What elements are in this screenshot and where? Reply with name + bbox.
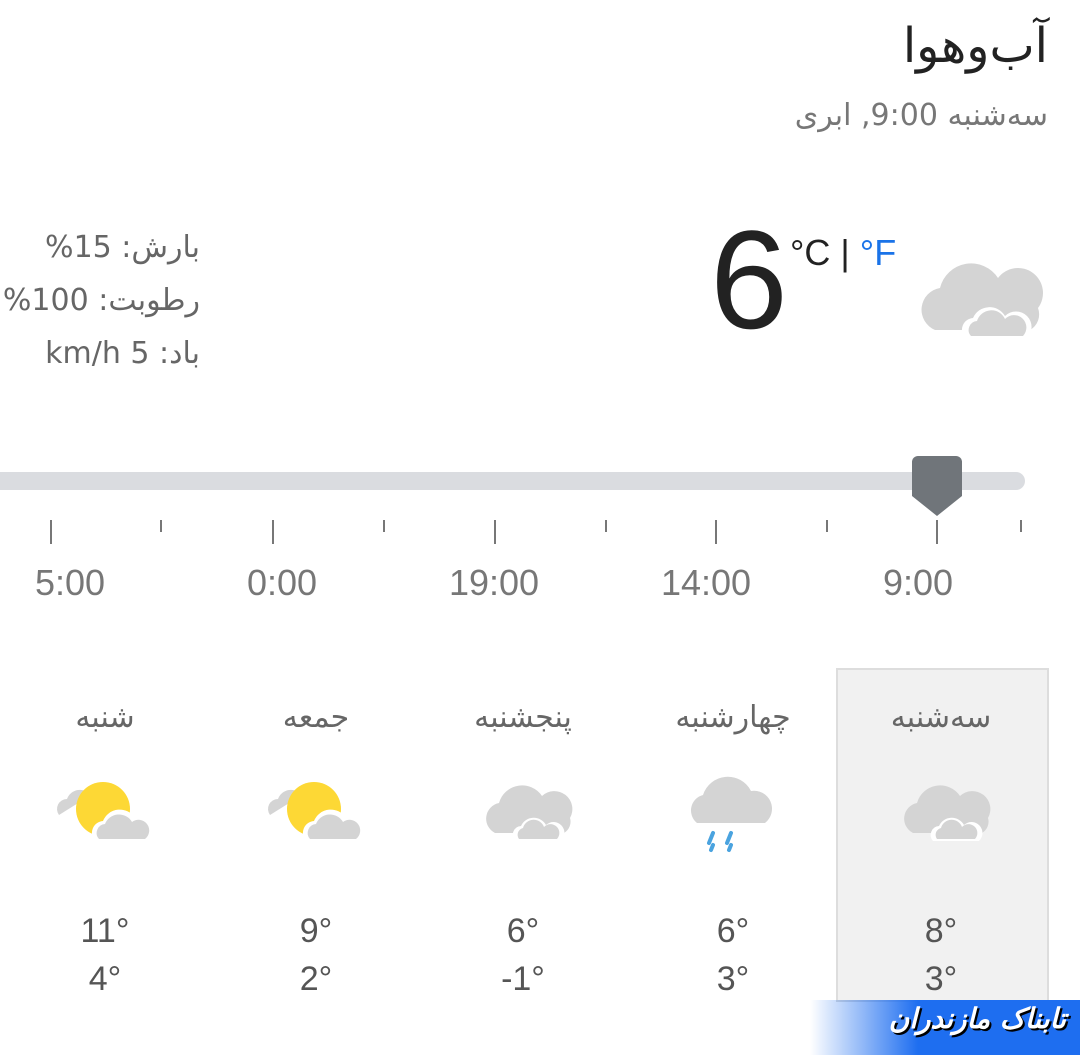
minor-tick [826, 520, 828, 532]
day-name[interactable]: سه‌شنبه [890, 700, 992, 735]
low-temp: 2° [299, 960, 333, 998]
low-temp: 4° [88, 960, 122, 998]
major-tick [272, 520, 274, 544]
cloudy-icon [836, 775, 1046, 849]
partly-sunny-icon [211, 775, 421, 849]
high-temp: 9° [299, 912, 333, 950]
humidity: رطوبت: 100% [2, 283, 200, 318]
fahrenheit-button[interactable]: °F [859, 232, 897, 273]
day-name[interactable]: جمعه [282, 700, 350, 735]
minor-tick [383, 520, 385, 532]
day-name[interactable]: پنجشنبه [474, 700, 572, 735]
major-tick [936, 520, 938, 544]
time-label: 0:00 [246, 562, 318, 603]
day-name[interactable]: شنبه [75, 700, 135, 735]
rain-icon [628, 775, 838, 859]
minor-tick [160, 520, 162, 532]
celsius-button[interactable]: °C [790, 232, 831, 273]
high-temp: 6° [506, 912, 540, 950]
high-temp: 6° [716, 912, 750, 950]
wind: باد: 5 km/h [45, 336, 200, 371]
time-label: 9:00 [882, 562, 954, 603]
major-tick [715, 520, 717, 544]
time-label: 19:00 [448, 562, 540, 603]
unit-separator: | [840, 232, 850, 273]
day-name[interactable]: چهارشنبه [675, 700, 791, 735]
minor-tick [605, 520, 607, 532]
cloudy-icon [921, 263, 1043, 338]
watermark-text: تابناک مازندران [888, 1002, 1066, 1035]
time-label: 5:00 [34, 562, 106, 603]
current-time-condition: سه‌شنبه 9:00, ابری [794, 98, 1048, 133]
cloudy-icon [418, 775, 628, 849]
low-temp: 3° [716, 960, 750, 998]
precipitation: بارش: 15% [45, 230, 200, 265]
major-tick [494, 520, 496, 544]
timeline-slider-handle[interactable] [912, 456, 962, 518]
major-tick [50, 520, 52, 544]
high-temp: 8° [924, 912, 958, 950]
watermark-logo: تابناک مازندران [810, 1000, 1080, 1055]
low-temp: 3° [924, 960, 958, 998]
low-temp: -1° [501, 960, 545, 998]
time-label: 14:00 [660, 562, 752, 603]
timeline-slider-track[interactable] [0, 472, 1025, 490]
current-temperature: 6 [710, 201, 788, 358]
minor-tick [1020, 520, 1022, 532]
partly-sunny-icon [0, 775, 210, 849]
unit-toggle: °C | °F [790, 232, 896, 274]
page-title: آب‌وهوا [902, 18, 1048, 74]
high-temp: 11° [80, 912, 130, 950]
